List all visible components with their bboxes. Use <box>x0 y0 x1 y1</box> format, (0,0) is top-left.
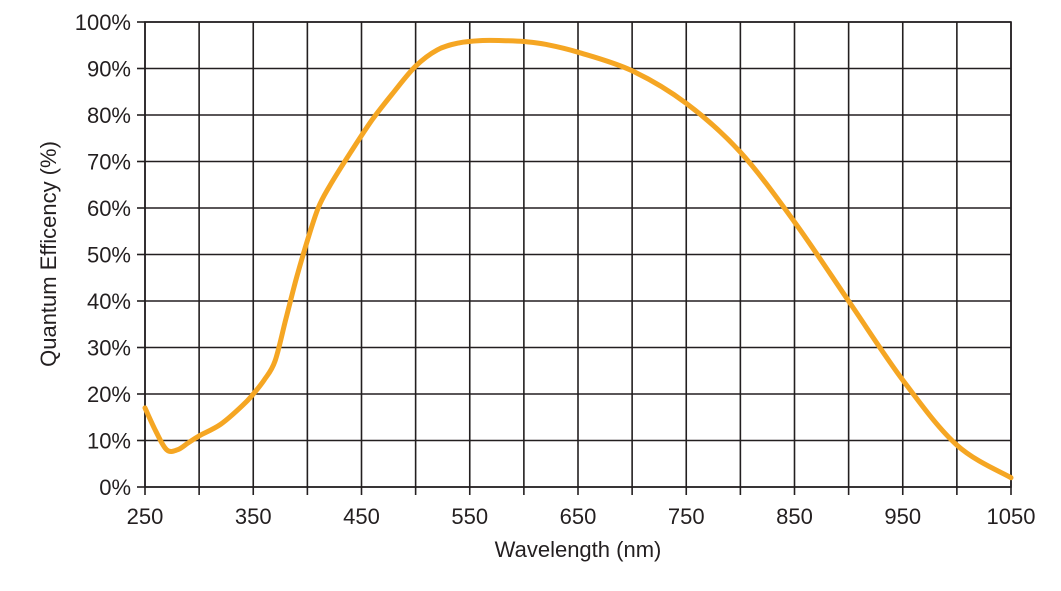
y-tick-label: 20% <box>87 382 131 407</box>
x-tick-label: 950 <box>884 504 921 529</box>
x-tick-label: 850 <box>776 504 813 529</box>
qe-series-line <box>142 37 1014 481</box>
x-axis-ticks: 250 350 450 550 650 750 850 950 1050 <box>127 487 1036 529</box>
x-tick-label: 1050 <box>987 504 1036 529</box>
y-tick-label: 30% <box>87 336 131 361</box>
y-tick-label: 100% <box>75 10 131 35</box>
x-tick-label: 250 <box>127 504 164 529</box>
x-tick-label: 750 <box>668 504 705 529</box>
y-axis-ticks: 0% 10% 20% 30% 40% 50% 60% 70% 80% 90% 100% <box>75 10 145 500</box>
y-tick-label: 90% <box>87 57 131 82</box>
x-axis-title: Wavelength (nm) <box>495 537 662 562</box>
y-tick-label: 0% <box>99 475 131 500</box>
y-tick-label: 50% <box>87 243 131 268</box>
y-tick-label: 40% <box>87 289 131 314</box>
grid <box>144 21 1012 488</box>
x-tick-label: 650 <box>560 504 597 529</box>
x-tick-label: 450 <box>343 504 380 529</box>
x-tick-label: 350 <box>235 504 272 529</box>
x-tick-label: 550 <box>451 504 488 529</box>
y-tick-label: 80% <box>87 103 131 128</box>
y-axis-title: Quantum Efficency (%) <box>36 141 61 367</box>
y-tick-label: 10% <box>87 429 131 454</box>
y-tick-label: 60% <box>87 196 131 221</box>
y-tick-label: 70% <box>87 150 131 175</box>
